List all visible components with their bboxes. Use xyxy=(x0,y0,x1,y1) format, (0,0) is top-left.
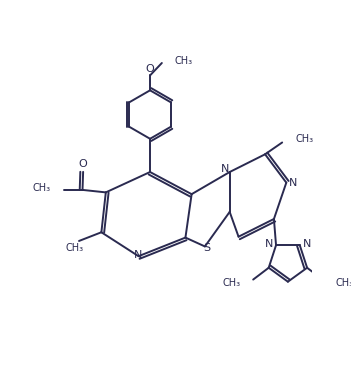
Text: CH₃: CH₃ xyxy=(175,56,193,66)
Text: N: N xyxy=(265,238,273,249)
Text: CH₃: CH₃ xyxy=(222,278,240,288)
Text: CH₃: CH₃ xyxy=(336,278,351,288)
Text: N: N xyxy=(134,250,143,259)
Text: CH₃: CH₃ xyxy=(295,134,313,144)
Text: N: N xyxy=(221,164,229,174)
Text: S: S xyxy=(203,243,210,253)
Text: N: N xyxy=(289,178,297,188)
Text: O: O xyxy=(146,64,154,74)
Text: O: O xyxy=(79,159,87,169)
Text: N: N xyxy=(303,238,311,249)
Text: CH₃: CH₃ xyxy=(65,243,84,253)
Text: CH₃: CH₃ xyxy=(33,183,51,194)
